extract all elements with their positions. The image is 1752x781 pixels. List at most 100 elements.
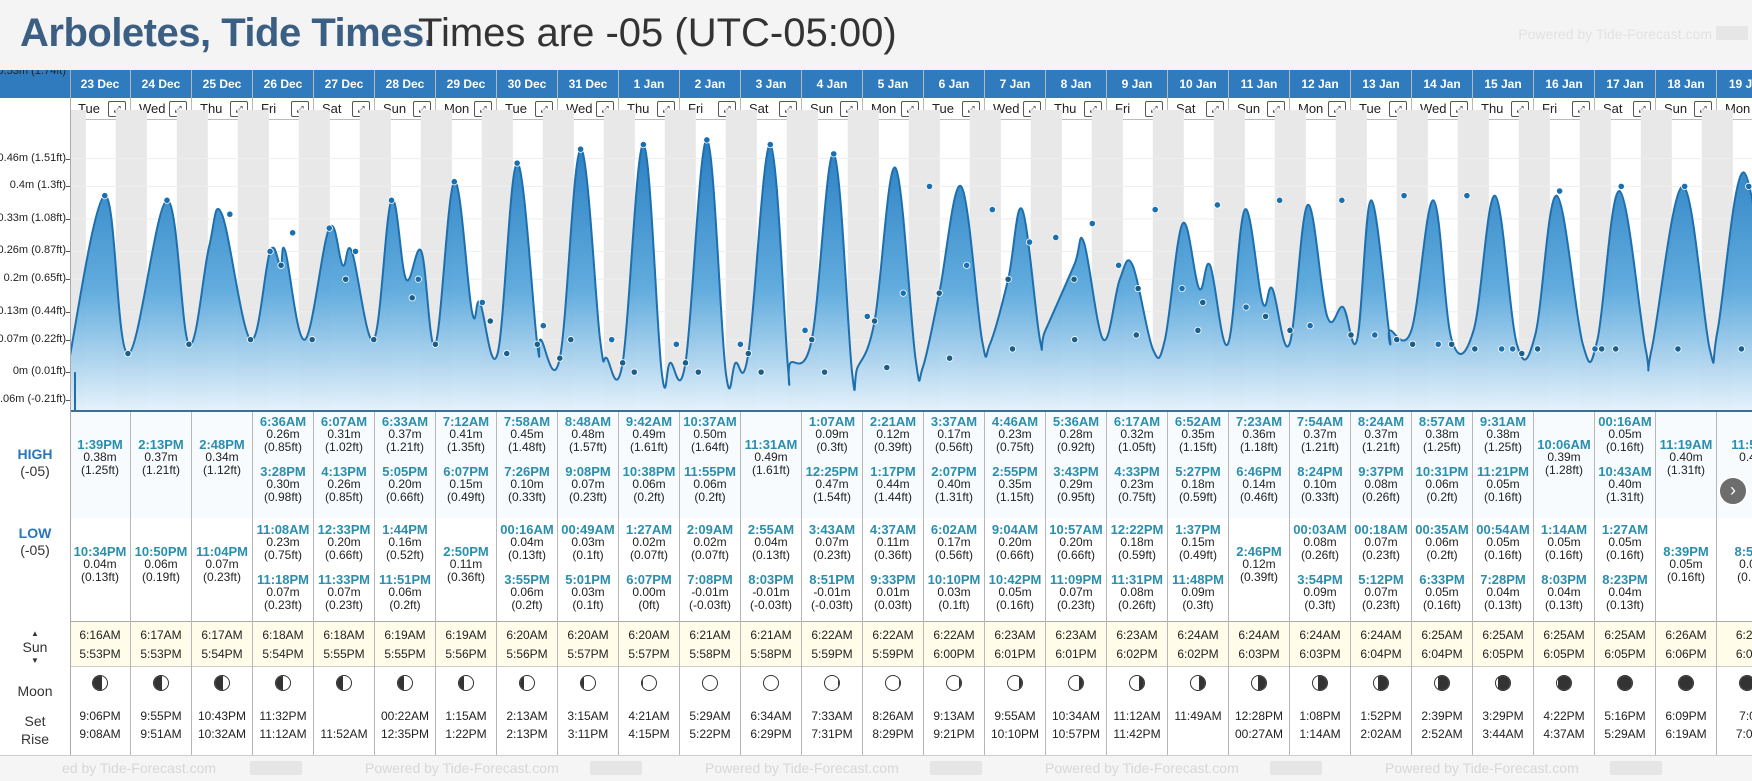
tide-time: 7:23AM	[1235, 414, 1283, 429]
tide-time: 2:13PM	[138, 437, 184, 452]
expand-icon[interactable]: ⤢	[962, 101, 980, 117]
moonset-time: 9:55PM	[140, 709, 182, 723]
next-arrow-button[interactable]: ›	[1718, 476, 1748, 506]
sun-cell: 6:17AM 5:53PM	[131, 621, 191, 667]
weekday-cell: Thu ⤢	[192, 98, 252, 120]
expand-icon[interactable]: ⤢	[1267, 101, 1285, 117]
moon-phase-icon	[1556, 675, 1572, 691]
day-column: 13 Jan Tue ⤢ 8:24AM 0.37m (1.21ft) 9:37PM 0.08m…	[1351, 70, 1412, 755]
sun-cell: 6:19AM 5:55PM	[375, 621, 435, 667]
sunrise-time: 6:20AM	[506, 628, 548, 642]
expand-icon[interactable]: ⤢	[535, 101, 553, 117]
tide-height-ft: (0.3ft)	[1304, 598, 1336, 612]
weekday-cell: Sun ⤢	[1656, 98, 1716, 120]
expand-icon[interactable]: ⤢	[1206, 101, 1224, 117]
high-tide-cell: 8:57AM 0.38m (1.25ft) 10:31PM 0.06m (0.2ft)	[1412, 412, 1472, 518]
sunset-time: 5:58PM	[750, 647, 792, 661]
moon-shadow	[215, 676, 223, 690]
expand-icon[interactable]: ⤢	[718, 101, 736, 117]
expand-icon[interactable]: ⤢	[230, 101, 248, 117]
moon-phase-icon	[824, 675, 840, 691]
expand-icon[interactable]: ⤢	[901, 101, 919, 117]
tide-height-m: 0.20m	[1059, 535, 1093, 549]
high-tide-cell: 4:46AM 0.23m (0.75ft) 2:55PM 0.35m (1.15ft)	[985, 412, 1045, 518]
tide-height-m: 0.06m	[510, 585, 544, 599]
sunset-time: 6:02PM	[1116, 647, 1158, 661]
weekday-cell: Sat ⤢	[314, 98, 374, 120]
day-column: 10 Jan Sat ⤢ 6:52AM 0.35m (1.15ft) 5:27PM 0.18m…	[1168, 70, 1229, 755]
low-tide-entry: 1:14AM 0.05m (0.16ft)	[1534, 523, 1594, 562]
expand-icon[interactable]: ⤢	[291, 101, 309, 117]
sun-cell: 6:23AM 6:01PM	[1046, 621, 1106, 667]
moon-shadow	[276, 676, 283, 690]
tide-time: 00:49AM	[561, 522, 615, 537]
tide-height-m: -0.01m	[752, 585, 790, 599]
sunset-time: 5:56PM	[506, 647, 548, 661]
date-header: 28 Dec	[375, 70, 435, 98]
low-tide-entry: 8:23PM 0.04m (0.13ft)	[1595, 573, 1655, 612]
expand-icon[interactable]: ⤢	[657, 101, 675, 117]
tide-height-ft: (1.28ft)	[1544, 463, 1583, 477]
high-tide-entry: 7:26PM 0.10m (0.33ft)	[497, 465, 557, 504]
tide-height-ft: (0.49ft)	[446, 490, 485, 504]
tide-height-ft: (1.18ft)	[1239, 440, 1278, 454]
expand-icon[interactable]: ⤢	[413, 101, 431, 117]
tide-height-m: 0.16m	[388, 535, 422, 549]
sun-cell: 6:25AM 6:05PM	[1595, 621, 1655, 667]
expand-icon[interactable]: ⤢	[1572, 101, 1590, 117]
tide-height-ft: (0.3ft)	[1182, 598, 1214, 612]
expand-icon[interactable]: ⤢	[596, 101, 614, 117]
expand-icon[interactable]: ⤢	[1145, 101, 1163, 117]
moonrise-time: 8:29PM	[872, 727, 914, 741]
tide-height-ft: (0.3ft)	[816, 440, 848, 454]
high-tide-entry: 2:55PM 0.35m (1.15ft)	[985, 465, 1045, 504]
expand-icon[interactable]: ⤢	[1023, 101, 1041, 117]
expand-icon[interactable]: ⤢	[352, 101, 370, 117]
weekday-label: Fri	[1542, 101, 1558, 116]
tide-height-m: 0.47m	[815, 477, 849, 491]
weekday-cell: Fri ⤢	[1107, 98, 1167, 120]
tide-height-m: 0.04m	[1608, 585, 1642, 599]
tide-time: 11:33PM	[317, 572, 371, 587]
tide-time: 7:12AM	[442, 414, 490, 429]
weekday-label: Wed	[1420, 101, 1447, 116]
expand-icon[interactable]: ⤢	[1328, 101, 1346, 117]
tide-time: 7:54AM	[1296, 414, 1344, 429]
expand-icon[interactable]: ⤢	[108, 101, 126, 117]
moonset-time: 6:09PM	[1665, 709, 1707, 723]
day-column: 3 Jan Sat ⤢ 11:31AM 0.49m (1.61ft) 2:55AM 0.04m…	[741, 70, 802, 755]
high-tide-entry: 9:31AM 0.38m (1.25ft)	[1473, 415, 1533, 454]
expand-icon[interactable]: ⤢	[1450, 101, 1468, 117]
date-header: 6 Jan	[924, 70, 984, 98]
moonrise-time: 7:31PM	[811, 727, 853, 741]
expand-icon[interactable]: ⤢	[1633, 101, 1651, 117]
low-tide-cell: 10:57AM 0.20m (0.66ft) 11:09PM 0.07m (0.23ft)	[1046, 518, 1106, 620]
sun-cell: 6:20AM 5:57PM	[558, 621, 618, 667]
tide-height-m: 0.38m	[1486, 427, 1520, 441]
tide-height-ft: (1.25ft)	[1422, 440, 1461, 454]
expand-icon[interactable]: ⤢	[1084, 101, 1102, 117]
expand-icon[interactable]: ⤢	[779, 101, 797, 117]
moonset-time: 3:15AM	[567, 709, 609, 723]
sun-cell: 6:21AM 5:58PM	[680, 621, 740, 667]
moonrise-time: 11:12AM	[259, 727, 307, 741]
weekday-cell: Wed ⤢	[558, 98, 618, 120]
expand-icon[interactable]: ⤢	[1511, 101, 1529, 117]
tide-height-ft: (0.16ft)	[1483, 548, 1522, 562]
expand-icon[interactable]: ⤢	[474, 101, 492, 117]
tide-height-m: 0.49m	[632, 427, 666, 441]
expand-icon[interactable]: ⤢	[1389, 101, 1407, 117]
tide-time: 5:36AM	[1052, 414, 1100, 429]
y-tick-label: 0.4m (1.3ft)	[9, 179, 66, 192]
expand-icon[interactable]: ⤢	[169, 101, 187, 117]
expand-icon[interactable]: ⤢	[840, 101, 858, 117]
tide-time: 9:31AM	[1479, 414, 1527, 429]
moonset-time: 6:34AM	[750, 709, 792, 723]
high-tide-entry: 10:43AM 0.40m (1.31ft)	[1595, 465, 1655, 504]
tide-height-ft: (0.33ft)	[1300, 490, 1339, 504]
low-tide-entry: 11:33PM 0.07m (0.23ft)	[314, 573, 374, 612]
expand-icon[interactable]: ⤢	[1694, 101, 1712, 117]
tide-time: 6:07PM	[443, 464, 489, 479]
high-tide-entry: 6:33AM 0.37m (1.21ft)	[375, 415, 435, 454]
moonrise-time: 3:44AM	[1482, 727, 1524, 741]
